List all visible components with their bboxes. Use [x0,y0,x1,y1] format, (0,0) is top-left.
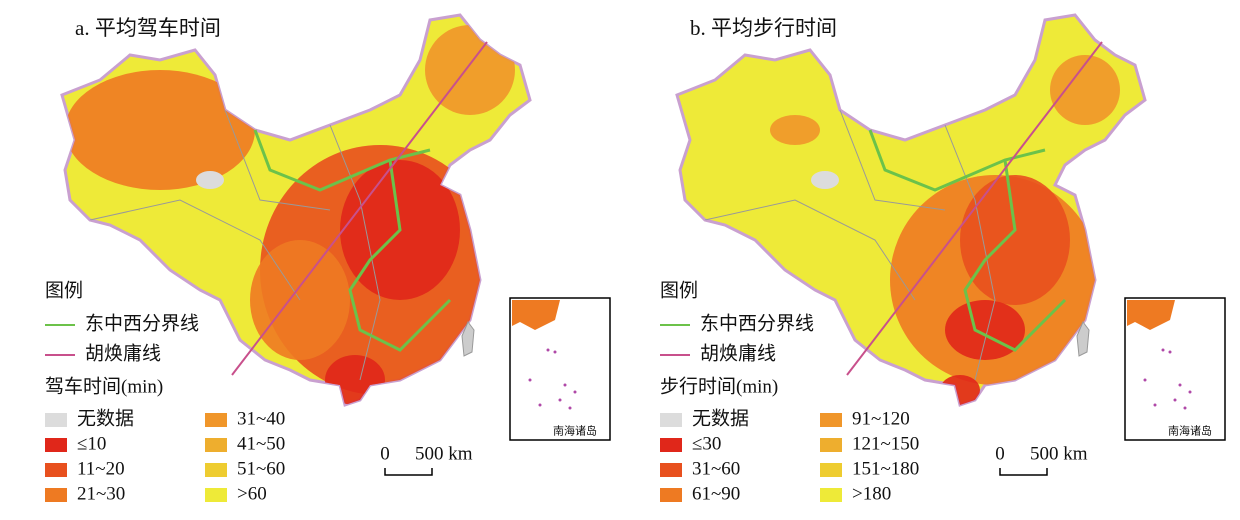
inset-island [546,348,550,352]
legend-class-label: 51~60 [237,458,285,479]
inset-island [1178,383,1182,387]
inset-island [1168,350,1172,354]
region [325,355,385,405]
legend-class-label: 无数据 [77,407,134,429]
inset-coast [512,300,560,330]
legend-class-label: >180 [852,483,891,504]
region [65,70,255,190]
scale-bar [384,468,433,476]
legend-class-label: 91~120 [852,408,910,429]
legend-swatch [205,413,227,427]
legend-class-label: 41~50 [237,433,285,454]
scale-title: 步行时间(min) [660,375,778,397]
legend-line-label: 胡焕庸线 [700,342,776,364]
hu-line [231,41,488,376]
inset-island [1143,378,1147,382]
taiwan [461,321,475,357]
legend-class-label: 无数据 [692,407,749,429]
legend-swatch [660,413,682,427]
legend-title: 图例 [660,279,698,301]
scale-zero: 0 [995,443,1005,464]
province-borders [89,109,381,381]
inset-island [553,350,557,354]
inset-island [1173,398,1177,402]
east-central-west-line [868,129,1067,352]
inset-coast [1127,300,1175,330]
legend-swatch [660,488,682,502]
inset-island [558,398,562,402]
legend-swatch [820,438,842,452]
legend-title: 图例 [45,279,83,301]
inset-island [1153,403,1157,407]
scale-zero: 0 [380,443,390,464]
inset-island [1188,390,1192,394]
region [960,175,1070,305]
map-title: b. 平均步行时间 [690,16,837,40]
region [945,300,1025,360]
inset-island [563,383,567,387]
province-borders [704,109,996,381]
inset-island [573,390,577,394]
inset-island [1183,406,1187,410]
regions [704,55,1120,405]
legend-class-label: 61~90 [692,483,740,504]
legend-class-label: 21~30 [77,483,125,504]
scale-bar [999,468,1048,476]
legend-swatch [660,463,682,477]
inset-island [1161,348,1165,352]
legend-class-label: 31~40 [237,408,285,429]
legend-line-label: 胡焕庸线 [85,342,161,364]
inset-island [538,403,542,407]
legend-swatch [45,438,67,452]
inset-label: 南海诸岛 [1168,424,1212,438]
legend-swatch [205,488,227,502]
scale-label: 500 km [415,443,473,464]
legend-swatch [820,463,842,477]
legend-line-label: 东中西分界线 [700,312,814,334]
map-title: a. 平均驾车时间 [75,16,221,40]
legend-class-label: ≤30 [692,433,721,454]
inset-island [528,378,532,382]
legend-swatch [820,413,842,427]
inset-label: 南海诸岛 [553,424,597,438]
region [1050,55,1120,125]
legend-class-label: 11~20 [77,458,125,479]
legend-class-label: ≤10 [77,433,106,454]
legend-class-label: >60 [237,483,267,504]
hu-line [846,41,1103,376]
legend-class-label: 151~180 [852,458,919,479]
legend-line-label: 东中西分界线 [85,312,199,334]
legend-class-label: 31~60 [692,458,740,479]
east-central-west-line [253,129,452,352]
scale-label: 500 km [1030,443,1088,464]
no-data-region [811,171,839,189]
inset-island [568,406,572,410]
legend-swatch [660,438,682,452]
legend-class-label: 121~150 [852,433,919,454]
region [770,115,820,145]
legend-swatch [45,413,67,427]
legend-swatch [45,488,67,502]
region [425,25,515,115]
taiwan [1076,321,1090,357]
no-data-region [196,171,224,189]
legend-swatch [205,438,227,452]
legend-swatch [45,463,67,477]
legend-swatch [205,463,227,477]
scale-title: 驾车时间(min) [45,375,163,397]
legend-swatch [820,488,842,502]
